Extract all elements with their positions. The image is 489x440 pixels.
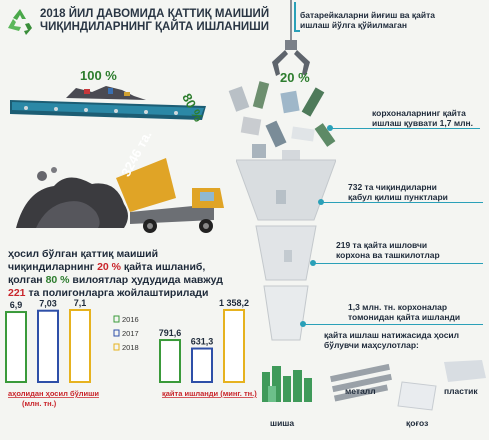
bar-value-label: 631,3	[191, 337, 214, 347]
bar-g0-2	[69, 309, 91, 383]
legend-swatch	[113, 343, 120, 351]
funnel-label-1-line	[332, 128, 480, 129]
crane-cable	[290, 0, 292, 44]
legend-swatch	[113, 315, 120, 323]
funnel-label-2-line	[323, 202, 483, 203]
summary-text-part: чиқиндиларнинг	[8, 261, 98, 273]
summary-text: ҳосил бўлган қаттиқ маиший чиқиндиларнин…	[8, 248, 298, 300]
summary-text-part: қайта ишланиб,	[121, 261, 206, 273]
product-label-metal: металл	[345, 386, 376, 396]
bar-value-label: 6,9	[10, 300, 23, 310]
product-label-paper: қоғоз	[406, 418, 429, 428]
products-illustration	[262, 360, 486, 411]
funnel-label-1: корхоналарнинг қайта ишлаш қуввати 1,7 м…	[372, 108, 473, 128]
battery-note: батарейкаларни йиғиш ва қайта ишлаш йўлг…	[300, 10, 435, 30]
funnel-label-4-dot	[300, 321, 306, 327]
crane-claw-icon	[272, 40, 310, 76]
funnel-label-3-line-2: корхона ва ташкилотлар	[336, 250, 440, 260]
funnel-label-4-line	[305, 324, 483, 325]
summary-highlight-80: 80 %	[45, 274, 70, 286]
funnel-label-2-line-2: қабул қилиш пунктлари	[348, 192, 448, 202]
bar-value-label: 7,1	[74, 298, 87, 308]
summary-line-2: чиқиндиларнинг 20 % қайта ишланиб,	[8, 261, 298, 274]
plastic-icon	[444, 360, 486, 382]
crane-percent: 20 %	[280, 70, 310, 85]
battery-note-line-1: батарейкаларни йиғиш ва қайта	[300, 10, 435, 20]
funnel-label-1-line-2: ишлаш қуввати 1,7 млн.	[372, 118, 474, 128]
sorted-waste-illustration	[228, 81, 336, 162]
products-title: қайта ишлаш натижасида ҳосил бўлувчи маҳ…	[324, 330, 459, 350]
legend-label: 2017	[122, 329, 139, 338]
group-label: қайта ишланди (минг. тн.)	[162, 389, 257, 398]
funnel-label-3-dot	[310, 260, 316, 266]
title-line-2: ЧИҚИНДИЛАРНИНГ ҚАЙТА ИШЛАНИШИ	[40, 21, 270, 33]
funnel-label-3: 219 та қайта ишловчи корхона ва ташкилот…	[336, 240, 440, 260]
glass-bottles-icon	[262, 366, 312, 402]
summary-highlight-20: 20 %	[97, 261, 122, 273]
bar-g1-2	[223, 309, 245, 383]
bar-g1-0	[159, 339, 181, 383]
recycle-logo-icon	[8, 9, 32, 35]
page-title: 2018 ЙИЛ ДАВОМИДА ҚАТТИҚ МАИШИЙ ЧИҚИНДИЛ…	[40, 8, 269, 34]
bar-value-label: 1 358,2	[219, 298, 249, 308]
funnel-label-4-line-1: 1,3 млн. тн. корхоналар	[348, 302, 448, 312]
summary-line-3: қолган 80 % вилоятлар ҳудудида мавжуд	[8, 274, 298, 287]
battery-note-connector	[294, 2, 300, 32]
funnel-illustration	[236, 159, 336, 341]
bar-g1-1	[191, 347, 213, 383]
legend-swatch	[113, 329, 120, 337]
paper-icon	[397, 381, 437, 411]
products-title-line-1: қайта ишлаш натижасида ҳосил	[324, 330, 460, 340]
bar-g0-1	[37, 309, 59, 383]
bar-g0-0	[5, 311, 27, 384]
legend-label: 2018	[122, 343, 139, 352]
funnel-label-3-line-1: 219 та қайта ишловчи	[336, 240, 428, 250]
battery-note-line-2: ишлаш йўлга қўйилмаган	[300, 20, 408, 30]
funnel-label-2-line-1: 732 та чиқиндиларни	[348, 182, 437, 192]
group-unit-label: (млн. тн.)	[22, 399, 57, 408]
group-label: аҳолидан ҳосил бўлиши	[8, 389, 99, 398]
legend-label: 2016	[122, 315, 139, 324]
summary-text-part: та полигонларга жойлаштирилади	[25, 287, 209, 299]
summary-highlight-221: 221	[8, 287, 26, 299]
funnel-label-4: 1,3 млн. тн. корхоналар томонидан қайта …	[348, 302, 460, 322]
title-line-1: 2018 ЙИЛ ДАВОМИДА ҚАТТИҚ МАИШИЙ	[40, 8, 270, 20]
metal-rods-icon	[330, 363, 392, 402]
products-title-line-2: бўлувчи маҳсулотлар:	[324, 340, 419, 350]
funnel-label-2-dot	[318, 199, 324, 205]
funnel-label-2: 732 та чиқиндиларни қабул қилиш пунктлар…	[348, 182, 448, 202]
bar-value-label: 791,6	[159, 328, 182, 338]
bar-value-label: 7,03	[39, 299, 57, 309]
top-percent: 100 %	[80, 68, 117, 83]
product-label-glass: шиша	[270, 418, 295, 428]
dump-truck-illustration	[16, 158, 224, 233]
conveyor-illustration	[10, 86, 206, 120]
funnel-label-3-line	[315, 263, 483, 264]
funnel-label-1-line-1: корхоналарнинг қайта	[372, 108, 466, 118]
funnel-label-1-dot	[327, 125, 333, 131]
summary-line-4: 221 та полигонларга жойлаштирилади	[8, 287, 298, 300]
funnel-label-4-line-2: томонидан қайта ишланди	[348, 312, 461, 322]
summary-text-part: қолган	[8, 274, 46, 286]
bar-chart: 6,9 7,03 7,1 аҳолидан ҳосил бўлиши(млн. тн.…	[5, 298, 257, 408]
summary-line-1: ҳосил бўлган қаттиқ маиший	[8, 248, 159, 260]
summary-text-part: вилоятлар ҳудудида мавжуд	[69, 274, 223, 286]
product-label-plastic: пластик	[444, 386, 478, 396]
